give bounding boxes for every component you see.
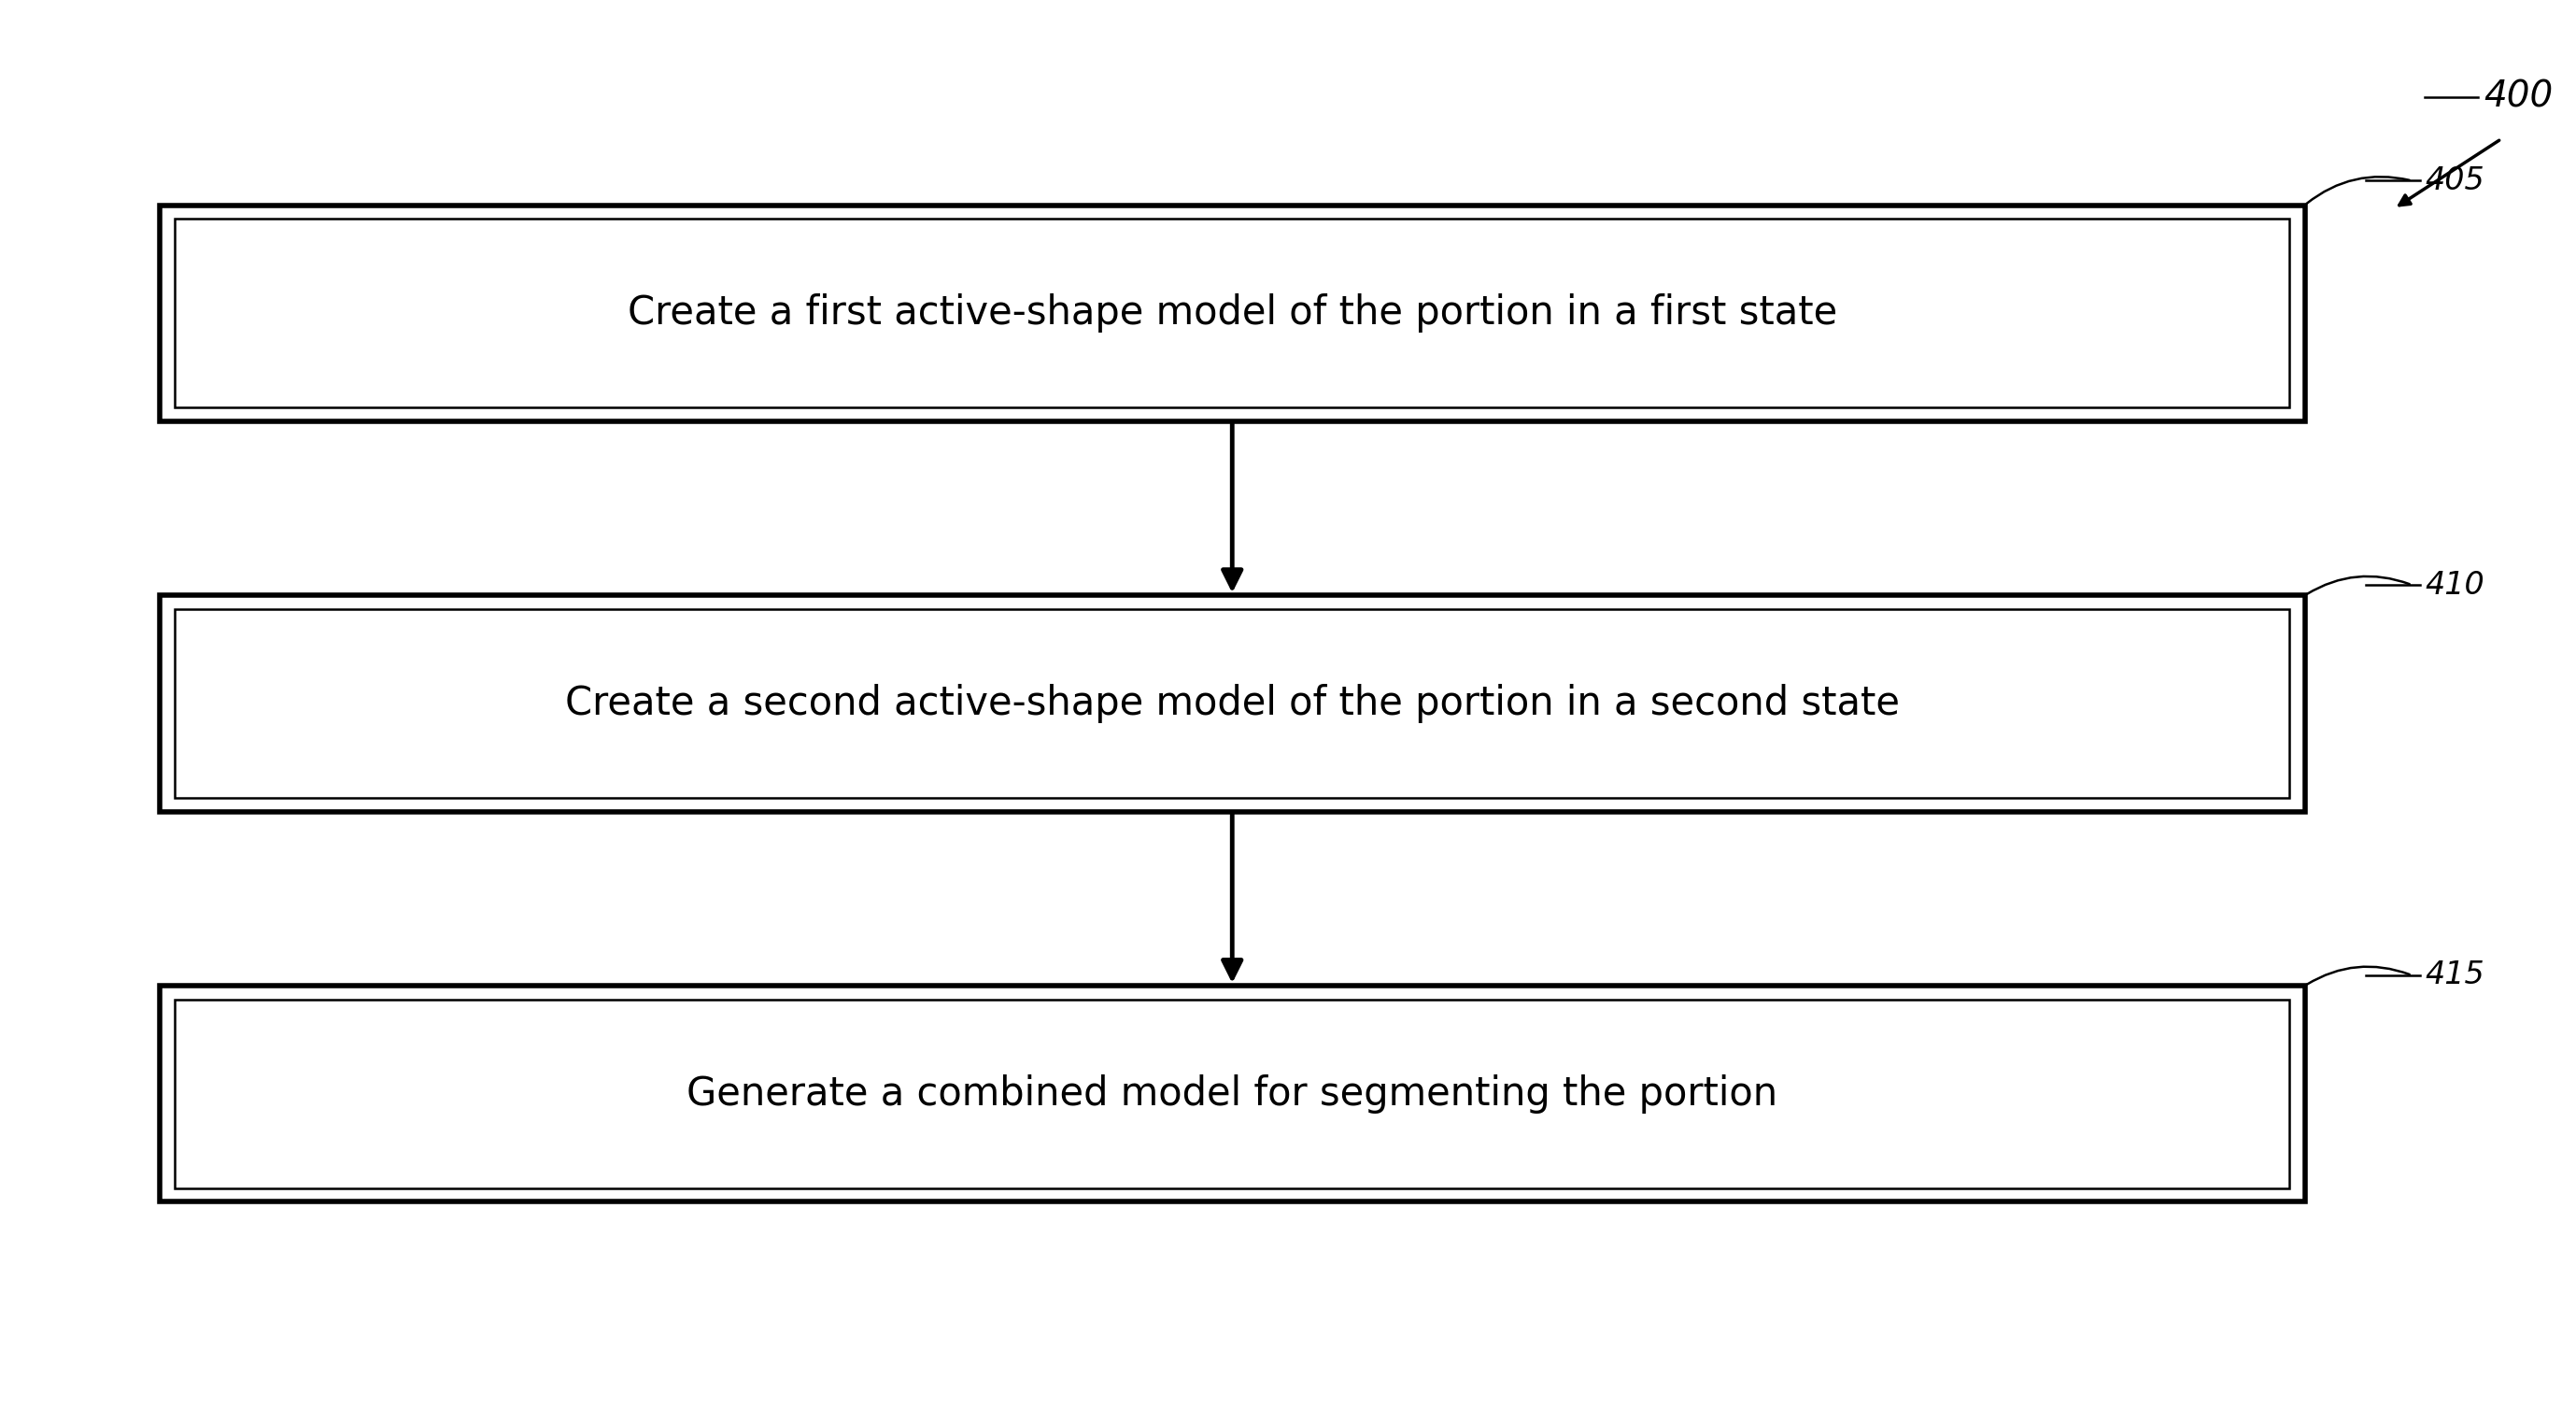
Bar — [160, 595, 2306, 812]
Text: 415: 415 — [2424, 960, 2483, 991]
Text: 410: 410 — [2424, 570, 2483, 601]
Bar — [175, 609, 2290, 798]
Bar — [175, 219, 2290, 407]
Bar — [160, 205, 2306, 421]
Text: 405: 405 — [2424, 166, 2483, 196]
Text: Create a first active-shape model of the portion in a first state: Create a first active-shape model of the… — [629, 294, 1837, 333]
Bar — [160, 986, 2306, 1202]
Text: 400: 400 — [2483, 79, 2553, 115]
Text: Generate a combined model for segmenting the portion: Generate a combined model for segmenting… — [688, 1074, 1777, 1113]
Bar — [175, 1000, 2290, 1188]
Text: Create a second active-shape model of the portion in a second state: Create a second active-shape model of th… — [564, 684, 1899, 723]
